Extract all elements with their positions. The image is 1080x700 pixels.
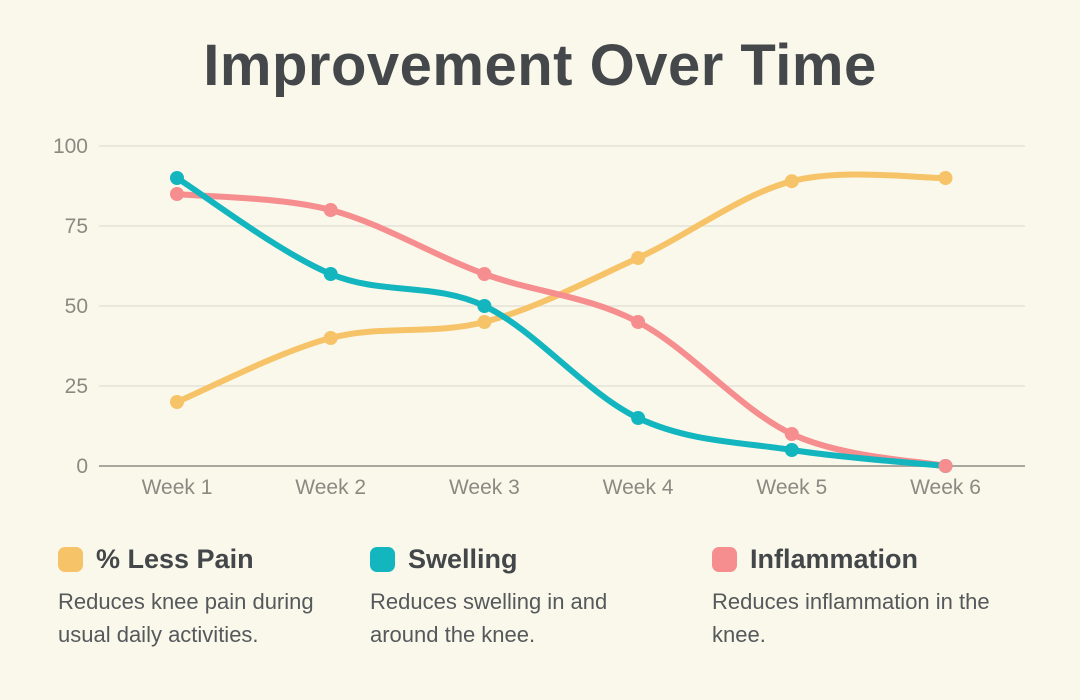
y-tick-label: 0 [76,455,88,478]
data-point--less-pain [938,171,953,185]
x-tick-label: Week 6 [910,476,981,499]
data-point-inflammation [323,203,338,217]
data-point-inflammation [477,267,492,281]
y-tick-label: 100 [53,135,88,158]
legend-head: Swelling [370,544,628,574]
series-line-inflammation [174,191,949,469]
data-point--less-pain [323,331,338,345]
legend-head: Inflammation [712,544,1014,574]
x-tick-label: Week 5 [756,476,827,499]
legend-label: % Less Pain [96,544,254,574]
legend-swatch-inflammation [712,547,737,572]
chart-title: Improvement Over Time [203,33,877,98]
legend-description: Reduces swelling in and around the knee. [370,589,608,647]
y-tick-label: 75 [65,215,88,238]
legend-swatch-less-pain [58,547,83,572]
x-tick-label: Week 2 [295,476,366,499]
legend-item-less-pain: % Less Pain Reduces knee pain during usu… [58,544,330,651]
legend-description: Reduces knee pain during usual daily act… [58,589,314,647]
y-tick-label: 25 [65,375,88,398]
line-chart: 100 75 50 25 0 Week 1 Week 2 Week 3 Week 4 Week 5… [53,135,1025,499]
data-point-swelling [323,267,338,281]
legend-head: % Less Pain [58,544,330,574]
data-point-inflammation [938,459,953,473]
legend-label: Inflammation [750,544,919,574]
x-tick-label: Week 4 [603,476,674,499]
legend-swatch-swelling [370,547,395,572]
y-tick-label: 50 [65,295,88,318]
legend-item-swelling: Swelling Reduces swelling in and around … [370,544,628,651]
x-tick-label: Week 1 [142,476,213,499]
data-point--less-pain [170,395,184,409]
data-point--less-pain [784,174,799,189]
x-tick-label: Week 3 [449,476,520,499]
legend-description: Reduces inflammation in the knee. [712,589,990,647]
legend-label: Swelling [408,544,518,574]
data-point--less-pain [477,315,492,329]
data-point-inflammation [784,427,799,441]
legend: % Less Pain Reduces knee pain during usu… [0,544,1080,676]
data-point--less-pain [631,251,646,265]
data-point-swelling [631,411,646,425]
series-line-swelling [174,175,949,469]
data-point-inflammation [170,187,184,201]
legend-item-inflammation: Inflammation Reduces inflammation in the… [712,544,1014,651]
data-point-swelling [784,443,799,457]
data-point-inflammation [631,315,646,329]
series-line--less-pain [174,171,949,405]
data-point-swelling [477,299,492,313]
data-point-swelling [170,171,184,185]
